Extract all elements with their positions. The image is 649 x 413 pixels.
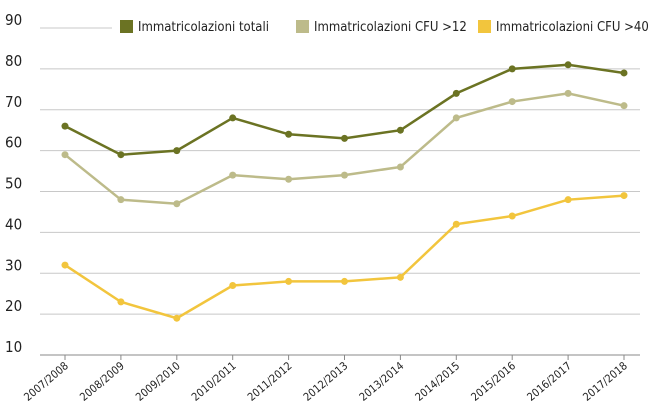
point — [61, 122, 69, 130]
point — [285, 130, 293, 138]
point — [229, 171, 237, 179]
point — [117, 196, 125, 204]
y-tick-label: 80 — [5, 52, 22, 70]
point — [285, 277, 293, 285]
y-tick-label: 30 — [5, 256, 22, 274]
y-tick-label: 40 — [5, 215, 22, 233]
point — [341, 277, 348, 285]
legend-swatch — [120, 20, 133, 33]
point — [61, 261, 69, 269]
x-tick-label: 2011/2012 — [245, 359, 294, 403]
point — [117, 151, 125, 159]
y-tick-label: 70 — [5, 93, 22, 111]
point — [452, 220, 460, 228]
x-tick-label: 2013/2014 — [357, 359, 406, 403]
point — [508, 65, 516, 73]
y-tick-label: 20 — [5, 297, 22, 315]
y-tick-label: 90 — [5, 11, 22, 29]
x-tick-label: 2008/2009 — [77, 359, 126, 403]
x-tick-label: 2007/2008 — [21, 359, 70, 403]
point — [508, 212, 516, 220]
point — [341, 134, 348, 142]
point — [173, 147, 181, 155]
point — [229, 114, 237, 122]
x-tick-label: 2009/2010 — [133, 359, 182, 403]
x-tick-label: 2016/2017 — [525, 359, 574, 403]
y-tick-label: 60 — [5, 134, 22, 152]
y-tick-label: 10 — [5, 338, 22, 356]
point — [620, 69, 628, 77]
point — [564, 61, 572, 69]
point — [452, 114, 460, 122]
point — [173, 200, 181, 208]
series-line — [64, 194, 625, 320]
point — [396, 163, 404, 171]
y-tick-label: 50 — [5, 175, 22, 193]
point — [117, 298, 125, 306]
legend-swatch — [478, 20, 491, 33]
point — [508, 98, 516, 106]
point — [452, 89, 460, 97]
point — [229, 282, 237, 290]
legend-bg — [112, 16, 642, 38]
legend-label: Immatricolazioni CFU >12 — [314, 20, 467, 35]
x-tick-label: 2017/2018 — [580, 359, 629, 403]
x-tick-label: 2014/2015 — [413, 359, 462, 403]
point — [620, 192, 628, 200]
point — [61, 151, 69, 159]
point — [173, 314, 181, 322]
x-tick-label: 2015/2016 — [469, 359, 518, 403]
legend-label: Immatricolazioni totali — [138, 20, 269, 35]
point — [285, 175, 293, 183]
x-tick-label: 2012/2013 — [301, 359, 350, 403]
point — [341, 171, 348, 179]
point — [396, 273, 404, 281]
x-tick-label: 2010/2011 — [189, 359, 238, 403]
point — [396, 126, 404, 134]
legend-label: Immatricolazioni CFU >40 — [496, 20, 649, 35]
point — [620, 102, 628, 110]
legend: Immatricolazioni totali Immatricolazioni … — [112, 16, 649, 38]
point — [564, 196, 572, 204]
legend-swatch — [296, 20, 309, 33]
point — [564, 89, 572, 97]
